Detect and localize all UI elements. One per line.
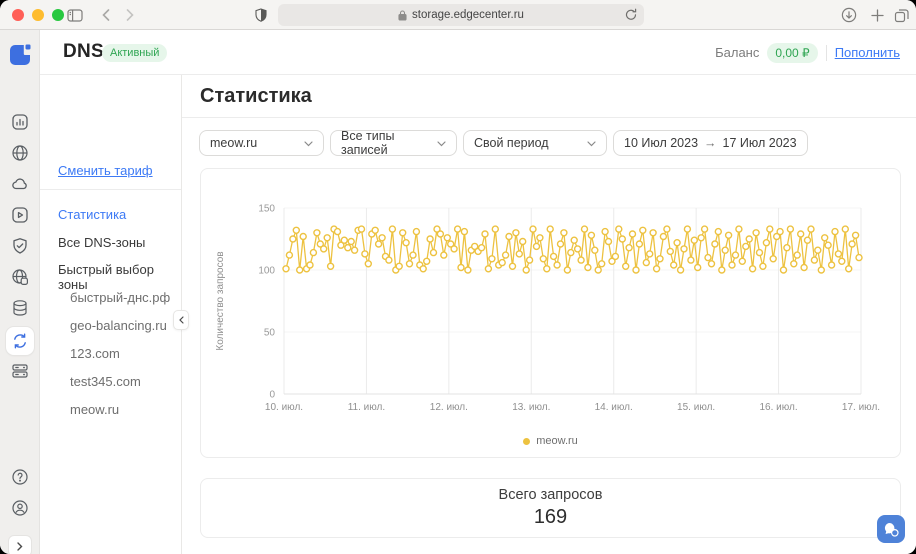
security-shield-icon[interactable] bbox=[11, 237, 29, 255]
svg-text:13. июл.: 13. июл. bbox=[512, 402, 550, 413]
chevron-down-icon bbox=[304, 136, 313, 150]
legend-label: meow.ru bbox=[536, 435, 578, 447]
svg-text:100: 100 bbox=[258, 266, 275, 277]
app-header: DNS Активный Баланс 0,00 ₽ Пополнить bbox=[40, 30, 916, 75]
chart-legend[interactable]: meow.ru bbox=[201, 435, 900, 447]
balance-value: 0,00 ₽ bbox=[767, 42, 818, 63]
date-to: 17 Июл 2023 bbox=[722, 136, 797, 150]
reload-icon[interactable] bbox=[625, 8, 637, 24]
download-icon[interactable] bbox=[838, 5, 860, 25]
dns-icon-active[interactable] bbox=[6, 327, 34, 355]
dns-sidebar: Сменить тариф Статистика Все DNS-зоны Бы… bbox=[40, 75, 182, 554]
page-title: Статистика bbox=[200, 85, 312, 107]
svg-text:150: 150 bbox=[258, 204, 275, 215]
requests-line-chart[interactable]: 0 50 100 150 10. июл. 11. июл. 12. июл. 13. июл… bbox=[201, 169, 902, 419]
arrow-right-icon: → bbox=[704, 136, 717, 150]
streaming-icon[interactable] bbox=[11, 206, 29, 224]
zone-item[interactable]: 123.com bbox=[70, 346, 120, 361]
fullscreen-window-button[interactable] bbox=[52, 9, 64, 21]
svg-text:16. июл.: 16. июл. bbox=[759, 402, 797, 413]
page-product-title: DNS bbox=[63, 41, 105, 62]
lock-icon bbox=[398, 9, 407, 21]
svg-text:12. июл.: 12. июл. bbox=[430, 402, 468, 413]
sidebar-item-statistics[interactable]: Статистика bbox=[58, 207, 127, 222]
date-range-picker[interactable]: 10 Июл 2023 → 17 Июл 2023 bbox=[613, 130, 808, 156]
sidebar-item-quick-zone-select[interactable]: Быстрый выбор зоны bbox=[58, 262, 154, 292]
forward-icon[interactable] bbox=[119, 5, 141, 25]
svg-text:50: 50 bbox=[264, 328, 276, 339]
zone-item[interactable]: быстрый-днс.рф bbox=[70, 290, 171, 305]
chevron-right-icon bbox=[17, 541, 23, 551]
balance-area: Баланс 0,00 ₽ Пополнить bbox=[715, 30, 900, 75]
svg-text:Количество запросов: Количество запросов bbox=[215, 251, 226, 350]
product-rail bbox=[0, 30, 40, 554]
svg-text:17. июл.: 17. июл. bbox=[842, 402, 880, 413]
zone-item[interactable]: test345.com bbox=[70, 374, 141, 389]
topup-link[interactable]: Пополнить bbox=[834, 45, 900, 60]
svg-text:0: 0 bbox=[269, 390, 275, 401]
privacy-shield-icon[interactable] bbox=[250, 5, 272, 25]
change-tariff-link[interactable]: Сменить тариф bbox=[58, 163, 153, 178]
period-select[interactable]: Свой период bbox=[463, 130, 607, 156]
rail-expand-button[interactable] bbox=[8, 535, 32, 554]
minimize-window-button[interactable] bbox=[32, 9, 44, 21]
divider bbox=[825, 44, 827, 61]
total-requests-card: Всего запросов 169 bbox=[200, 478, 901, 538]
chevron-down-icon bbox=[437, 136, 446, 150]
zone-item[interactable]: geo-balancing.ru bbox=[70, 318, 167, 333]
legend-dot bbox=[523, 437, 531, 445]
svg-text:15. июл.: 15. июл. bbox=[677, 402, 715, 413]
svg-text:10. июл.: 10. июл. bbox=[265, 402, 303, 413]
total-requests-label: Всего запросов bbox=[498, 487, 603, 503]
total-requests-value: 169 bbox=[533, 506, 568, 528]
record-type-select[interactable]: Все типы записей bbox=[330, 129, 457, 157]
chevron-left-icon bbox=[178, 316, 184, 324]
hosting-servers-icon[interactable] bbox=[11, 362, 29, 380]
help-icon[interactable] bbox=[11, 468, 29, 486]
title-divider bbox=[182, 117, 916, 118]
balance-label: Баланс bbox=[715, 45, 760, 60]
requests-chart-card: 0 50 100 150 10. июл. 11. июл. 12. июл. 13. июл… bbox=[200, 168, 901, 458]
chat-button[interactable] bbox=[877, 515, 905, 543]
address-bar[interactable]: storage.edgecenter.ru bbox=[278, 4, 644, 26]
globe-icon[interactable] bbox=[11, 144, 29, 162]
cloud-icon[interactable] bbox=[11, 175, 29, 193]
statistics-icon[interactable] bbox=[11, 113, 29, 131]
sidebar-collapse-button[interactable] bbox=[173, 310, 189, 330]
edgecenter-logo-icon[interactable] bbox=[8, 43, 32, 67]
chevron-down-icon bbox=[587, 136, 596, 150]
chat-bubbles-icon bbox=[884, 522, 899, 537]
sidebar-item-all-dns-zones[interactable]: Все DNS-зоны bbox=[58, 235, 146, 250]
tab-overview-icon[interactable] bbox=[890, 5, 912, 25]
url-text: storage.edgecenter.ru bbox=[412, 9, 524, 21]
database-icon[interactable] bbox=[11, 299, 29, 317]
zone-select[interactable]: meow.ru bbox=[199, 130, 324, 156]
main-content: Статистика meow.ru Все типы записей Свой… bbox=[182, 75, 916, 554]
close-window-button[interactable] bbox=[12, 9, 24, 21]
filter-bar: meow.ru Все типы записей Свой период 10 … bbox=[199, 129, 808, 157]
back-icon[interactable] bbox=[95, 5, 117, 25]
cdn-globe-icon[interactable] bbox=[11, 268, 29, 286]
sidebar-toggle-icon[interactable] bbox=[64, 5, 86, 25]
svg-text:14. июл.: 14. июл. bbox=[595, 402, 633, 413]
sidebar-divider bbox=[40, 189, 181, 190]
zone-item[interactable]: meow.ru bbox=[70, 402, 120, 417]
svg-text:11. июл.: 11. июл. bbox=[348, 402, 385, 413]
status-badge: Активный bbox=[102, 44, 168, 62]
date-from: 10 Июл 2023 bbox=[624, 136, 699, 150]
browser-chrome: storage.edgecenter.ru bbox=[0, 0, 916, 30]
profile-icon[interactable] bbox=[11, 499, 29, 517]
new-tab-icon[interactable] bbox=[866, 5, 888, 25]
